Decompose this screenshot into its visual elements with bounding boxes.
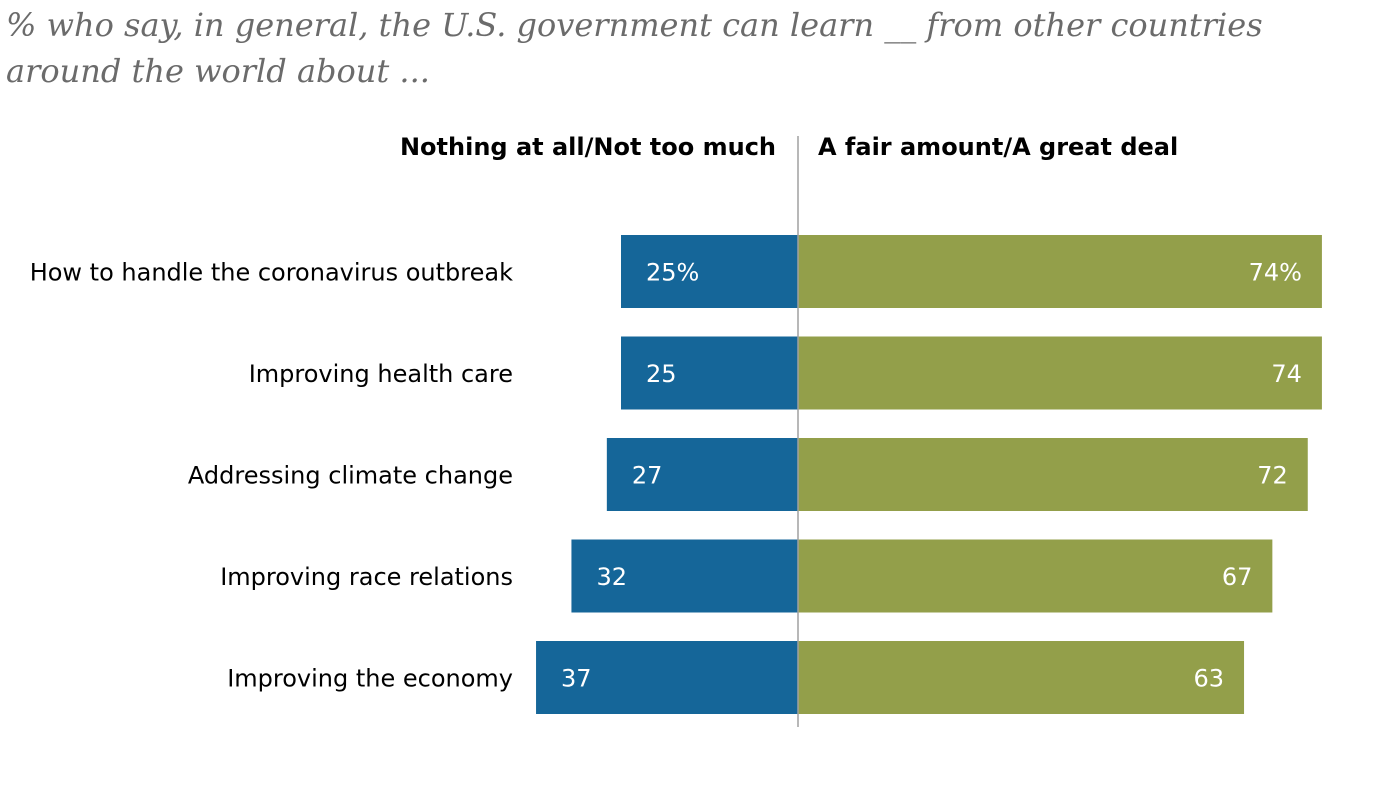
- series-left-bars: [536, 235, 798, 714]
- bar-right: [798, 539, 1273, 613]
- bar-left: [536, 641, 798, 714]
- bar-left: [621, 235, 798, 308]
- value-label-left: 25: [646, 360, 677, 388]
- category-label: Improving the economy: [227, 665, 513, 693]
- bar-left: [571, 539, 798, 613]
- category-label: How to handle the coronavirus outbreak: [30, 259, 513, 287]
- value-label-left: 37: [561, 665, 592, 693]
- bar-left: [621, 336, 798, 410]
- value-label-right: 72: [1257, 462, 1288, 490]
- value-label-left: 32: [596, 563, 627, 591]
- value-label-left: 27: [632, 462, 663, 490]
- value-labels: 25% 74% 25 74 27 72 32 67 37 63: [561, 259, 1302, 693]
- value-label-right: 74: [1271, 360, 1302, 388]
- bar-right: [798, 235, 1322, 308]
- series-right-bars: [798, 235, 1322, 714]
- bar-right: [798, 336, 1322, 410]
- bar-left: [606, 438, 798, 511]
- bar-right: [798, 438, 1308, 511]
- value-label-right: 63: [1193, 665, 1224, 693]
- legend-left-header: Nothing at all/Not too much: [400, 133, 776, 161]
- value-label-right: 67: [1222, 563, 1253, 591]
- category-label: Addressing climate change: [188, 462, 513, 490]
- category-label: Improving health care: [249, 360, 513, 388]
- bar-right: [798, 641, 1245, 714]
- category-labels: How to handle the coronavirus outbreak Im…: [30, 259, 513, 693]
- legend-right-header: A fair amount/A great deal: [818, 133, 1178, 161]
- chart-subtitle: % who say, in general, the U.S. governme…: [6, 6, 1263, 90]
- value-label-left: 25%: [646, 259, 699, 287]
- category-label: Improving race relations: [220, 563, 513, 591]
- value-label-right: 74%: [1249, 259, 1302, 287]
